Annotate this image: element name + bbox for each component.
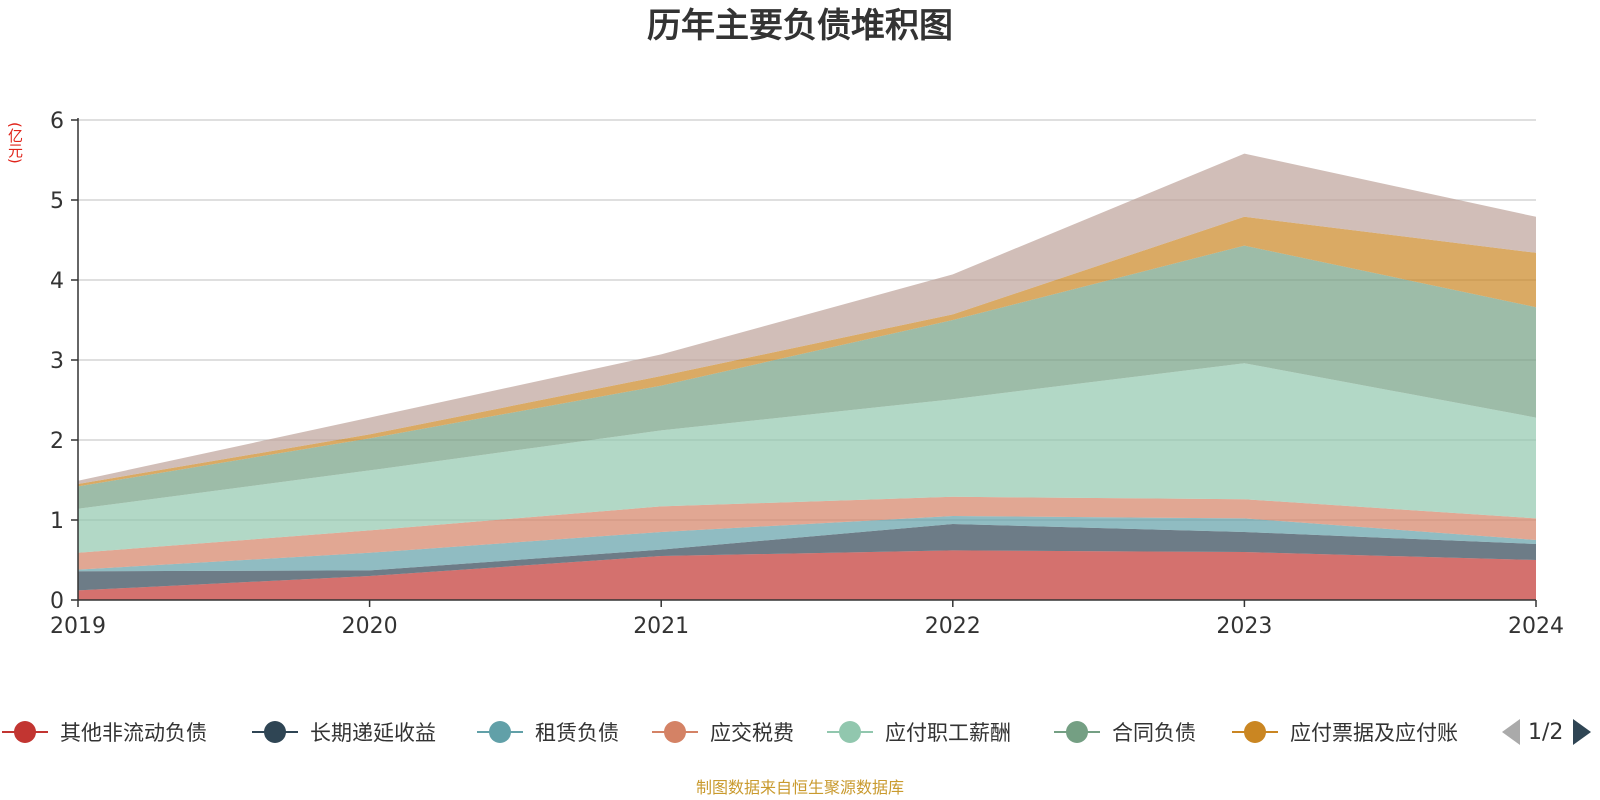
legend-next-page-icon[interactable] [1573,719,1592,745]
legend-marker-icon [827,721,873,743]
x-tick-label-2024: 2024 [1508,614,1564,639]
legend-item[interactable]: 长期递延收益 [250,712,436,752]
legend-marker-icon [1232,721,1278,743]
y-tick-label-0: 0 [50,589,64,614]
legend-item[interactable]: 应付职工薪酬 [825,712,1011,752]
legend-label: 合同负债 [1112,721,1196,745]
legend: 其他非流动负债 长期递延收益 租赁负债 应交税费 应付职工薪酬 合同负债 应付票据及应付账 [0,712,1600,752]
area-series-8 [78,153,1536,484]
legend-page-indicator: 1/2 [1528,719,1564,745]
x-tick-label-2023: 2023 [1216,614,1272,639]
legend-label: 应交税费 [710,721,794,745]
legend-item[interactable]: 应交税费 [650,712,794,752]
area-series-1 [78,550,1536,600]
legend-marker-icon [252,721,298,743]
legend-label: 应付职工薪酬 [885,721,1011,745]
x-tick-label-2019: 2019 [50,614,106,639]
x-tick-label-2021: 2021 [633,614,689,639]
area-series-5 [78,363,1536,553]
legend-item[interactable]: 应付票据及应付账 [1230,712,1458,752]
legend-label: 长期递延收益 [310,721,436,745]
chart-title: 历年主要负债堆积图 [647,6,953,46]
legend-item[interactable]: 租赁负债 [475,712,619,752]
area-series-4 [78,496,1536,570]
stacked-area-chart: 0 1 2 3 4 5 6 2019 2020 2021 2022 2023 2024 [50,109,1564,639]
legend-marker-icon [1054,721,1100,743]
data-source-note: 制图数据来自恒生聚源数据库 [695,778,904,797]
legend-item[interactable]: 其他非流动负债 [0,712,207,752]
legend-item[interactable]: 合同负债 [1052,712,1196,752]
area-series-3 [78,516,1536,572]
legend-pager: 1/2 [1502,712,1592,752]
legend-prev-page-icon[interactable] [1502,719,1520,745]
legend-label: 租赁负债 [535,721,619,745]
y-tick-label-4: 4 [50,269,64,294]
y-tick-label-2: 2 [50,429,64,454]
area-series-7 [78,216,1536,487]
legend-label: 应付票据及应付账 [1290,721,1458,745]
y-tick-label-1: 1 [50,509,64,534]
legend-marker-icon [652,721,698,743]
area-series-6 [78,245,1536,509]
x-tick-label-2020: 2020 [342,614,398,639]
legend-marker-icon [477,721,523,743]
y-tick-label-3: 3 [50,349,64,374]
legend-label: 其他非流动负债 [60,721,207,745]
area-series-2 [78,524,1536,591]
y-axis-unit: (亿元) [6,122,24,164]
y-tick-label-6: 6 [50,109,64,134]
y-tick-label-5: 5 [50,189,64,214]
legend-marker-icon [2,721,48,743]
x-tick-label-2022: 2022 [925,614,981,639]
